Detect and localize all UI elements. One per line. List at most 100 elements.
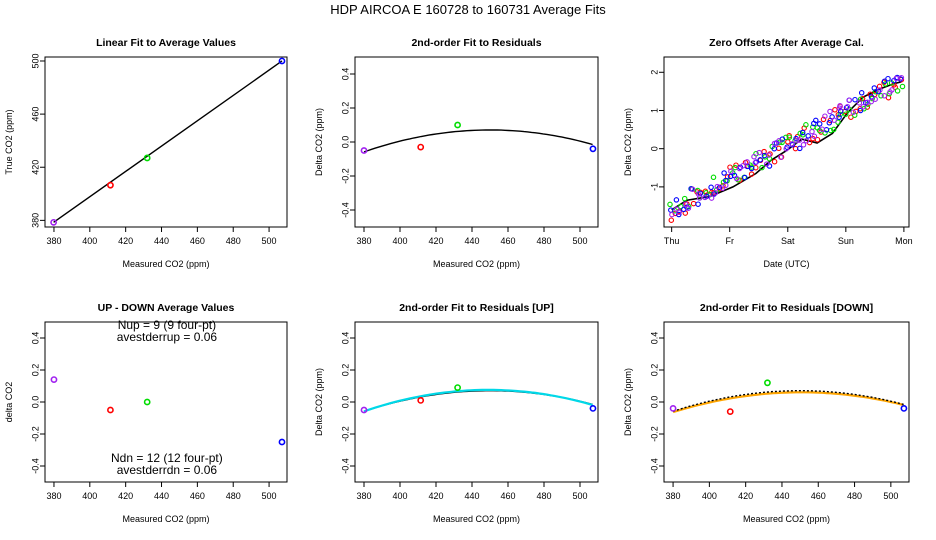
data-point-purple — [50, 218, 58, 226]
chart-p4: UP - DOWN Average Values 380 400 420 440 460 4… — [4, 302, 288, 524]
data-point-purple — [860, 104, 867, 110]
data-point-blue — [881, 78, 888, 84]
fit-line — [53, 60, 283, 223]
chart-title: 2nd-order Fit to Residuals [DOWN] — [700, 302, 873, 314]
x-tick-label: 400 — [82, 236, 97, 246]
data-point-red — [832, 107, 838, 113]
data-point-green — [143, 154, 151, 162]
y-tick-label: 0 — [649, 146, 659, 151]
chart-title: UP - DOWN Average Values — [98, 302, 235, 314]
x-tick-label: Sun — [838, 236, 854, 246]
x-tick-label: 460 — [500, 236, 515, 246]
data-point-purple — [669, 404, 677, 412]
data-point-purple — [819, 126, 825, 132]
x-tick-label: 380 — [666, 491, 681, 501]
data-point-green — [454, 384, 461, 391]
y-tick-label: 0.2 — [30, 364, 40, 377]
data-point-purple — [794, 137, 800, 144]
data-point-purple — [831, 117, 837, 123]
data-point-purple — [708, 195, 715, 201]
data-point-purple — [751, 153, 757, 160]
data-point-red — [771, 158, 778, 165]
y-tick-label: -0.2 — [649, 426, 659, 442]
y-axis-label: Delta CO2 (ppm) — [623, 108, 633, 176]
x-tick-label: 440 — [464, 236, 479, 246]
x-axis-label: Measured CO2 (ppm) — [122, 514, 209, 524]
y-tick-label: 2 — [649, 70, 659, 75]
fit-curve-black — [672, 390, 904, 412]
x-tick-label: 460 — [190, 491, 205, 501]
data-point-blue — [711, 191, 717, 197]
x-tick-label: 440 — [154, 236, 169, 246]
x-axis-label: Measured CO2 (ppm) — [743, 514, 830, 524]
data-point-green — [710, 174, 717, 181]
data-point-blue — [813, 117, 819, 124]
data-point-blue — [852, 96, 858, 103]
x-tick-label: 480 — [536, 236, 551, 246]
data-point-purple — [719, 185, 726, 191]
x-tick-label: 420 — [118, 491, 133, 501]
y-tick-label: 0.2 — [340, 364, 350, 377]
chart-p5: 2nd-order Fit to Residuals [UP] 380 400 420… — [314, 302, 599, 524]
data-point-purple — [822, 113, 828, 119]
data-point-purple — [736, 165, 743, 172]
data-point-purple — [669, 211, 675, 218]
y-tick-label: 0.4 — [30, 332, 40, 345]
data-point-purple — [877, 87, 883, 93]
data-point-green — [851, 112, 858, 118]
data-point-purple — [50, 376, 58, 383]
y-tick-label: 0.0 — [340, 136, 350, 149]
data-point-green — [786, 134, 793, 140]
data-point-blue — [278, 57, 286, 65]
data-point-purple — [756, 149, 763, 156]
data-point-purple — [850, 109, 857, 115]
data-point-green — [894, 88, 901, 94]
x-tick-label: 380 — [46, 236, 61, 246]
data-point-purple — [723, 182, 729, 189]
data-point-red — [876, 83, 883, 90]
data-point-blue — [589, 145, 597, 153]
data-point-purple — [682, 201, 689, 207]
x-tick-label: 440 — [774, 491, 789, 501]
data-point-green — [667, 201, 673, 208]
data-point-blue — [771, 145, 778, 152]
data-point-purple — [783, 146, 789, 152]
x-tick-label: 460 — [500, 491, 515, 501]
data-point-blue — [797, 145, 803, 152]
data-point-green — [454, 121, 461, 129]
x-tick-label: 400 — [392, 491, 407, 501]
chart-p6: 2nd-order Fit to Residuals [DOWN] 380 400 4… — [623, 302, 910, 524]
data-point-blue — [885, 75, 891, 82]
data-point-green — [843, 111, 849, 117]
x-tick-label: 460 — [811, 491, 826, 501]
x-tick-label: 500 — [883, 491, 898, 501]
y-tick-label: 0.4 — [340, 68, 350, 81]
data-point-green — [143, 398, 151, 406]
figure-title: HDP AIRCOA E 160728 to 160731 Average Fi… — [330, 2, 606, 17]
x-tick-label: 420 — [428, 236, 443, 246]
data-point-green — [678, 203, 684, 210]
chart-title: Zero Offsets After Average Cal. — [709, 37, 864, 49]
x-tick-label: Fr — [725, 236, 734, 246]
x-tick-label: 480 — [847, 491, 862, 501]
chart-title: 2nd-order Fit to Residuals — [411, 37, 541, 49]
data-point-purple — [752, 159, 759, 166]
y-axis-label: Delta CO2 (ppm) — [314, 108, 324, 176]
x-tick-label: 440 — [464, 491, 479, 501]
data-point-blue — [757, 157, 763, 163]
x-tick-label: 400 — [82, 491, 97, 501]
data-point-blue — [871, 85, 878, 91]
data-point-purple — [766, 152, 772, 158]
y-axis-label: Delta CO2 (ppm) — [314, 368, 324, 436]
plot-frame — [663, 321, 910, 483]
x-tick-label: 380 — [46, 491, 61, 501]
data-point-red — [690, 200, 697, 207]
data-point-green — [831, 126, 837, 133]
y-tick-label: -0.2 — [340, 426, 350, 442]
data-point-purple — [836, 105, 843, 111]
x-tick-label: 400 — [702, 491, 717, 501]
data-point-blue — [589, 404, 597, 412]
data-point-purple — [733, 175, 740, 182]
data-point-purple — [846, 97, 853, 103]
data-point-green — [803, 122, 809, 128]
